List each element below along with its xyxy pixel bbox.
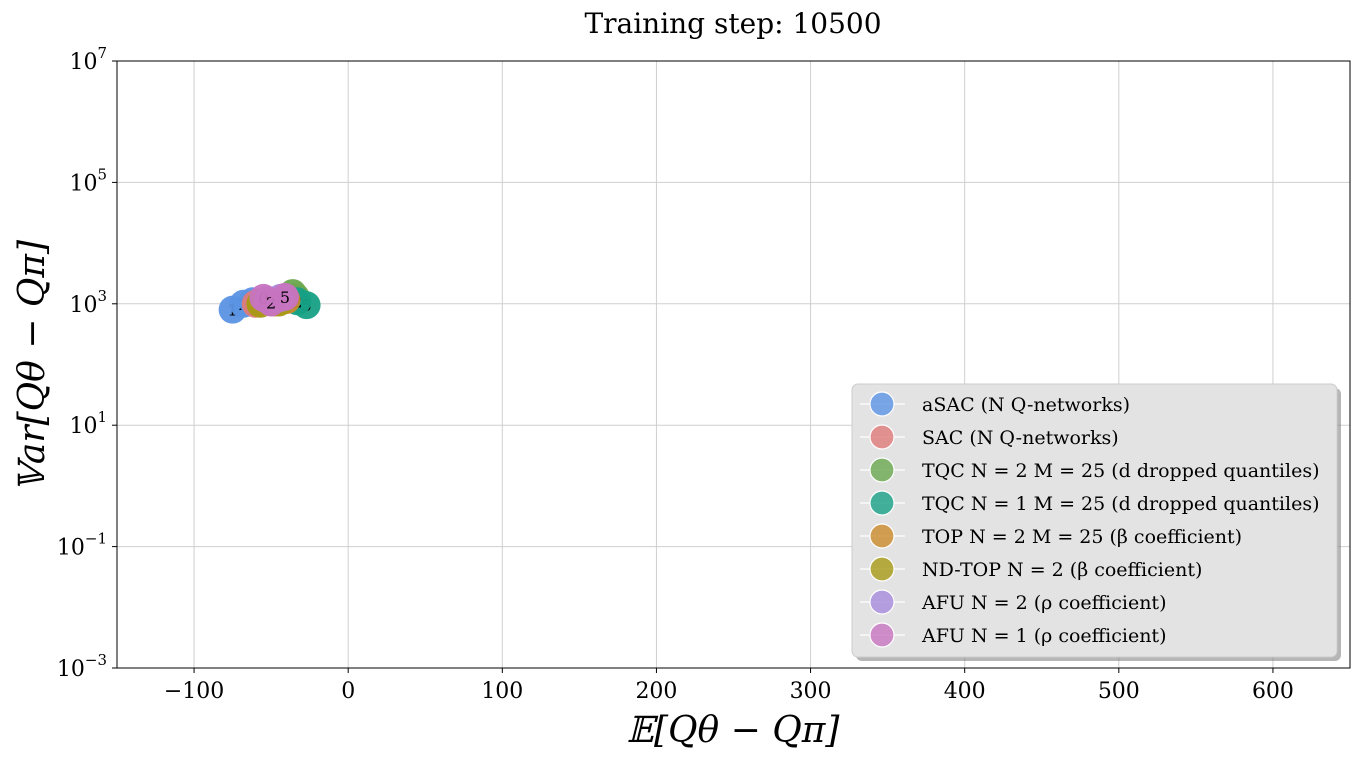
x-axis-label: 𝔼[Qθ − Qπ] [627,710,841,751]
y-tick-label: 10−3 [57,651,107,682]
legend: aSAC (N Q-networks) SAC (N Q-networks) TQC… [851,383,1341,661]
x-tick-label: 500 [1098,679,1140,704]
y-tick-label: 107 [69,44,107,75]
legend-box [851,383,1338,658]
legend-marker [869,490,895,516]
x-tick-label: 0 [341,679,355,704]
legend-label: TQC N = 1 M = 25 (d dropped quantiles) [922,493,1319,515]
x-tick-label: 300 [790,679,832,704]
x-tick-label: 200 [635,679,677,704]
x-tick-label: 100 [481,679,523,704]
legend-marker [869,523,895,549]
x-tick-label: 600 [1252,679,1294,704]
y-tick-label: 105 [69,165,107,196]
y-tick-label: 103 [69,287,107,318]
y-axis-label: 𝕍ar[Qθ − Qπ] [12,239,53,492]
legend-label: TQC N = 2 M = 25 (d dropped quantiles) [922,460,1319,482]
legend-label: AFU N = 2 (ρ coefficient) [921,592,1166,614]
data-point [270,282,299,311]
legend-label: aSAC (N Q-networks) [922,394,1130,416]
x-tick-label: 400 [944,679,986,704]
x-tick-label: −100 [164,679,224,704]
legend-marker [869,556,895,582]
y-tick-label: 101 [69,408,107,439]
legend-marker [869,622,895,648]
legend-label: AFU N = 1 (ρ coefficient) [921,625,1166,647]
legend-label: TOP N = 2 M = 25 (β coefficient) [922,526,1242,548]
x-axis-ticks: −100 0 100 200 300 400 500 600 [164,668,1294,704]
chart-title: Training step: 10500 [584,7,881,40]
data-points: 123235352010105025 [218,279,321,324]
legend-marker [869,391,895,417]
data-point-label: 5 [280,288,290,307]
data-point-label: 2 [266,294,276,313]
y-tick-label: 10−1 [57,530,107,561]
legend-marker [869,589,895,615]
legend-label: ND-TOP N = 2 (β coefficient) [922,559,1202,581]
plot-frame [116,60,1351,669]
legend-marker [869,457,895,483]
legend-marker [869,424,895,450]
legend-label: SAC (N Q-networks) [922,427,1119,449]
y-axis-ticks: 10−3 10−1 101 103 105 107 [57,44,117,682]
